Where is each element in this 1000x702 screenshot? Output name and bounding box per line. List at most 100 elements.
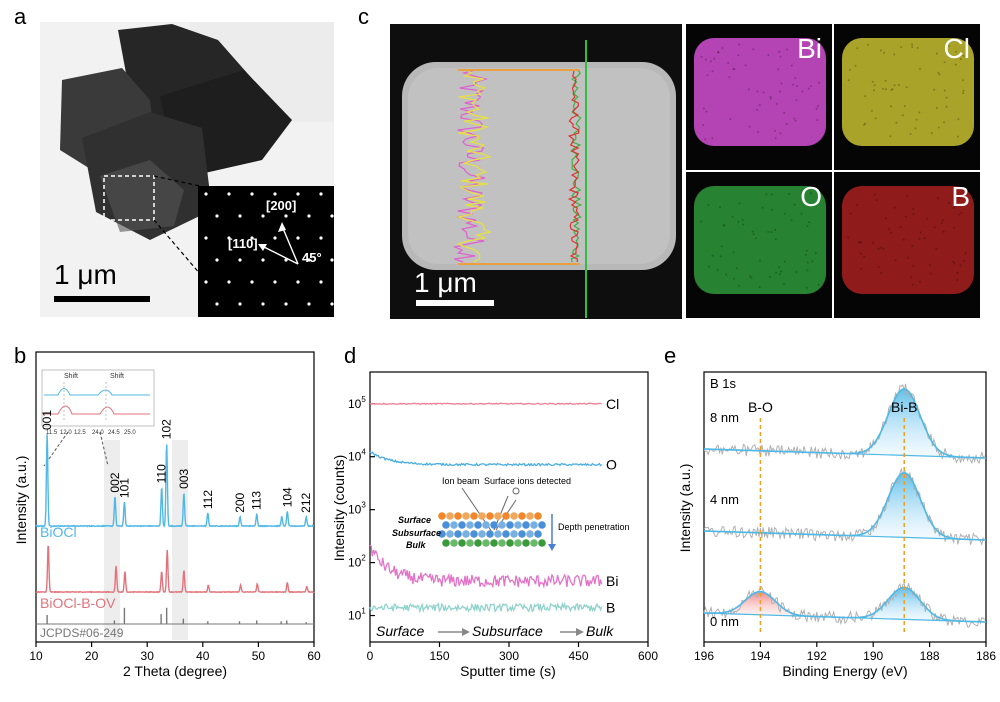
layer-label-surface: Surface — [398, 515, 431, 525]
scale-bar — [54, 296, 150, 302]
eds-noise — [911, 43, 914, 46]
eds-noise — [704, 138, 707, 141]
eds-noise — [707, 204, 710, 207]
surface-ions-label: Surface ions detected — [484, 476, 571, 486]
inset-shift-label-2: Shift — [110, 373, 124, 380]
atom — [490, 521, 498, 529]
eds-noise — [779, 132, 782, 135]
stem-scale-bar — [416, 300, 494, 306]
eds-noise — [859, 252, 862, 255]
depth-penetration-label: Depth penetration — [558, 522, 630, 532]
eds-noise — [957, 135, 959, 138]
eds-noise — [780, 270, 783, 273]
eds-noise — [914, 127, 917, 130]
atom — [462, 512, 470, 520]
chart-b-frame — [35, 351, 315, 643]
eds-noise — [779, 90, 782, 93]
eds-noise — [894, 259, 897, 262]
series-label-biocbov: BiOCl-B-OV — [40, 595, 116, 611]
diffraction-spot — [273, 236, 277, 240]
eds-noise — [910, 276, 913, 279]
x-tick-label: 0 — [367, 649, 374, 663]
diffraction-spot — [307, 214, 311, 218]
xps-raw-data — [703, 467, 985, 547]
atom-layers — [438, 512, 546, 547]
diffraction-spot — [261, 258, 265, 262]
eds-noise — [960, 211, 963, 214]
diffraction-spot — [296, 236, 300, 240]
atom — [522, 539, 530, 547]
eds-noise — [943, 89, 946, 92]
eds-noise — [704, 58, 707, 61]
xrd-pattern-biocbov — [35, 545, 315, 594]
eds-noise — [719, 255, 722, 258]
eds-noise — [956, 279, 959, 281]
series-label: Cl — [606, 396, 619, 412]
inset-curve-biocbov — [44, 405, 150, 415]
chart-e-xlabel: Binding Energy (eV) — [782, 663, 907, 679]
eds-noise — [727, 61, 730, 64]
eds-noise — [859, 241, 862, 243]
chart-d-ylabel: Intensity (counts) — [331, 455, 347, 562]
atom — [538, 539, 546, 547]
eds-noise — [879, 246, 882, 249]
eds-noise — [890, 89, 893, 91]
eds-noise — [959, 58, 962, 61]
eds-noise — [849, 68, 851, 71]
eds-noise — [793, 117, 796, 120]
eds-noise — [935, 248, 938, 250]
panel-label-b: b — [14, 343, 26, 368]
eds-noise — [774, 238, 777, 241]
atom — [458, 521, 466, 529]
eds-noise — [800, 53, 803, 56]
eds-noise — [883, 51, 886, 54]
xps-baseline — [703, 530, 987, 541]
diffraction-spot — [250, 236, 254, 240]
eds-noise — [711, 137, 714, 140]
eds-map-b — [842, 186, 974, 294]
atom — [438, 512, 446, 520]
saed-angle-label: 45° — [302, 250, 322, 265]
eds-noise — [737, 54, 740, 57]
eds-noise — [717, 51, 720, 54]
eds-noise — [884, 88, 887, 91]
eds-noise — [761, 206, 764, 209]
eds-noise — [957, 118, 960, 121]
ejected-ion — [512, 487, 520, 495]
eds-noise — [891, 88, 894, 90]
eds-noise — [752, 233, 755, 236]
peak-annotation: Bi-B — [891, 399, 917, 415]
eds-noise — [777, 68, 780, 71]
line-scan-profile — [570, 69, 583, 263]
eds-noise — [947, 202, 950, 204]
diffraction-spot — [319, 280, 323, 284]
eds-noise — [915, 118, 918, 121]
eds-noise — [880, 49, 882, 52]
eds-noise — [860, 241, 863, 244]
diffraction-spot — [238, 258, 242, 262]
diffraction-spot — [296, 192, 300, 196]
atom — [530, 521, 538, 529]
eds-noise — [847, 79, 850, 82]
eds-noise — [710, 60, 712, 63]
y-tick-exponent: 5 — [361, 395, 366, 404]
diffraction-spot — [330, 214, 334, 218]
eds-noise — [911, 245, 914, 248]
inset-frame — [41, 369, 155, 427]
eds-noise — [719, 206, 721, 209]
eds-noise — [758, 104, 761, 107]
diffraction-spot — [296, 280, 300, 284]
eds-noise — [774, 129, 776, 132]
eds-noise — [775, 102, 778, 105]
diffraction-spot — [250, 192, 254, 196]
eds-noise — [796, 85, 799, 87]
eds-noise — [785, 123, 788, 125]
x-tick-label: 50 — [252, 649, 266, 663]
x-tick-label: 450 — [568, 649, 588, 663]
chart-b-xrd: Intensity (a.u.) 2 Theta (degree) Shift … — [13, 351, 321, 679]
peak-label: 104 — [280, 487, 294, 507]
chart-b-xlabel: 2 Theta (degree) — [123, 663, 227, 679]
eds-noise — [953, 226, 956, 229]
arrowhead — [576, 628, 584, 636]
eds-noise — [805, 286, 808, 289]
